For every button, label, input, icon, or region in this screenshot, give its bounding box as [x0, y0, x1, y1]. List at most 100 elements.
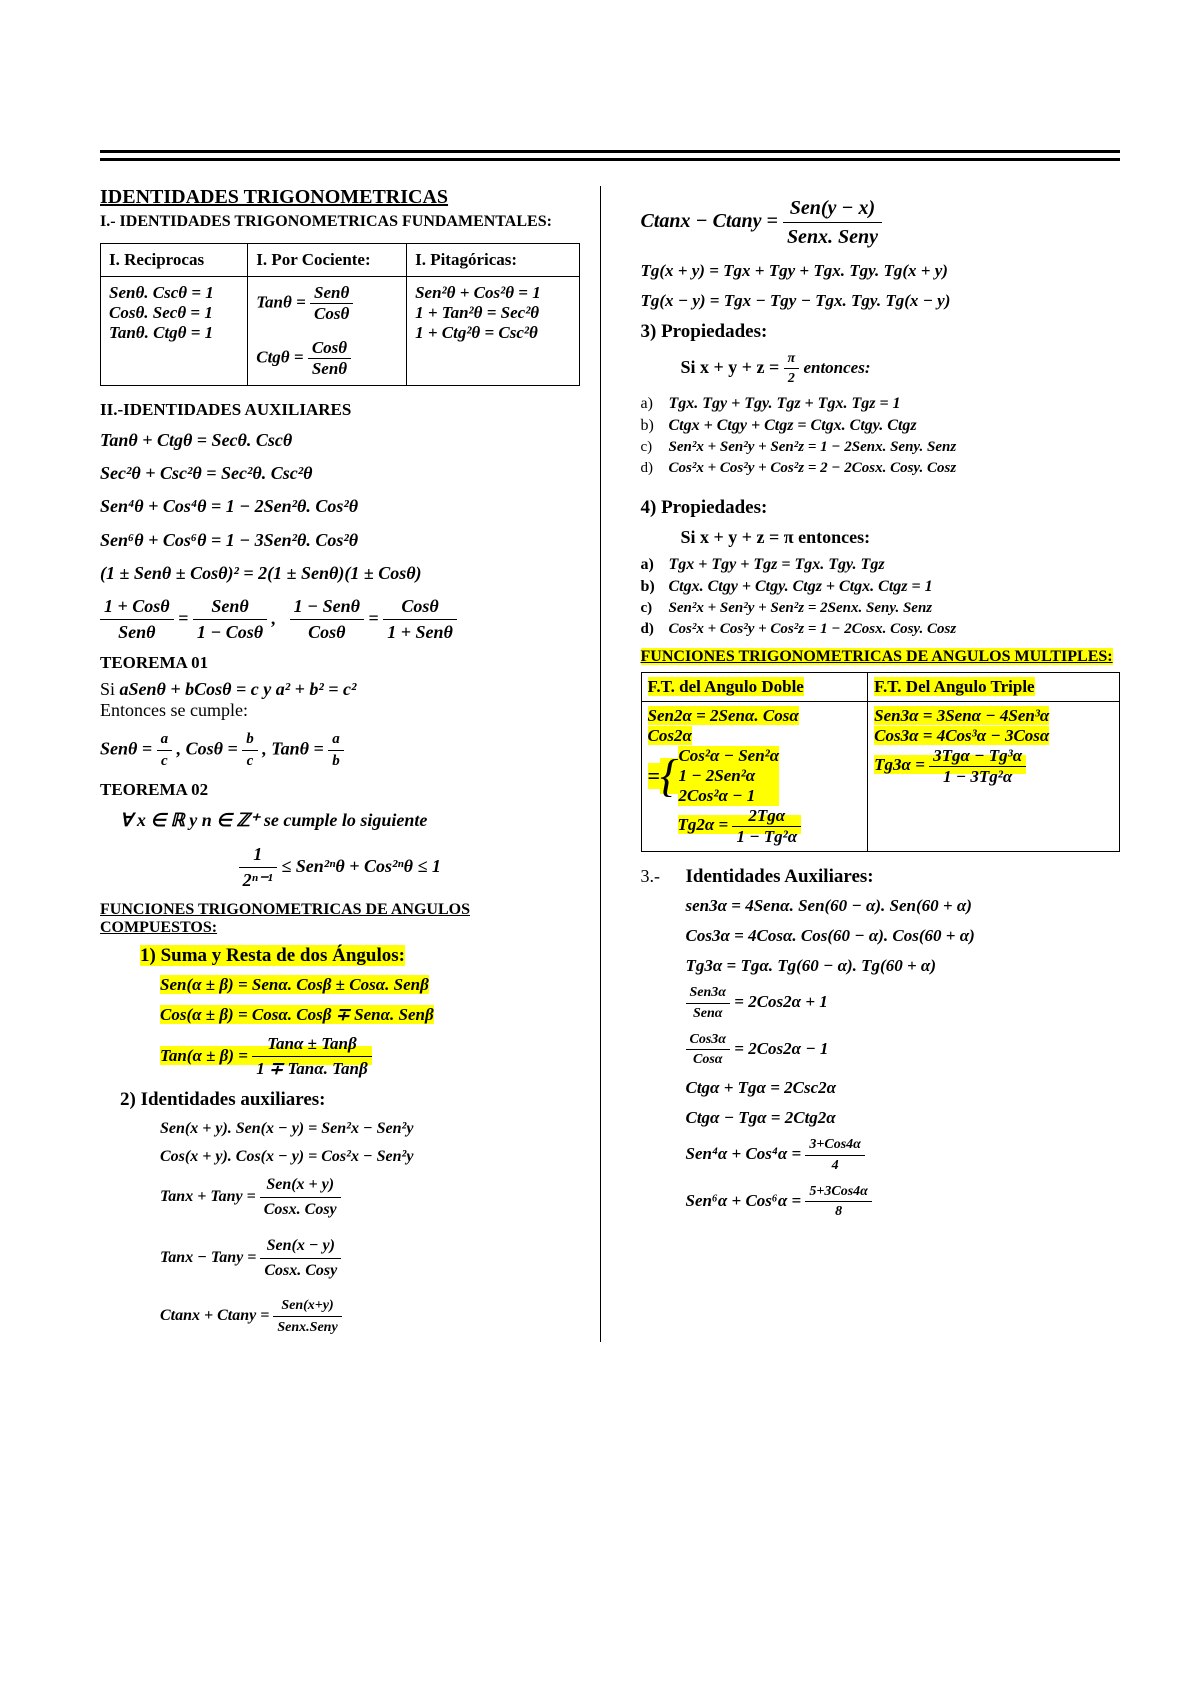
aux-eq-1: Tanθ + Ctgθ = Secθ. Cscθ — [100, 428, 580, 453]
ft-c1-tg-den: 1 − Tg²α — [732, 827, 801, 847]
aux6-f4n: Cosθ — [383, 594, 457, 620]
t02-n: 1 — [239, 842, 277, 868]
pit-2: 1 + Tan²θ = Sec²θ — [415, 303, 570, 323]
ft-c2-tg-num: 3Tgα − Tg³α — [929, 746, 1026, 767]
teorema01-head: TEOREMA 01 — [100, 653, 580, 673]
prop4-b: Ctgx. Ctgy + Ctgy. Ctgz + Ctgx. Ctgz = 1 — [669, 578, 1121, 596]
fundamental-identities-table: I. Reciprocas I. Por Cociente: I. Pitagó… — [100, 243, 580, 386]
cell-reciprocas: Senθ. Cscθ = 1 Cosθ. Secθ = 1 Tanθ. Ctgθ… — [101, 277, 248, 386]
item1-l1-text: Sen(α ± β) = Senα. Cosβ ± Cosα. Senβ — [160, 975, 429, 994]
ctg-den: Senθ — [308, 359, 351, 379]
t01-rbn: b — [242, 729, 258, 751]
item2-l4-den: Cosx. Cosy — [260, 1259, 341, 1283]
item2-l3-num: Sen(x + y) — [260, 1173, 341, 1198]
recip-1: Senθ. Cscθ = 1 — [109, 283, 239, 303]
ctg-num: Cosθ — [308, 338, 351, 359]
item2-l5: Ctanx + Ctany = Sen(x+y)Senx.Seny — [160, 1295, 580, 1338]
page: IDENTIDADES TRIGONOMETRICAS I.- IDENTIDA… — [0, 0, 1200, 1402]
ft-c2-l2: Cos3α = 4Cos³α − 3Cosα — [874, 726, 1049, 745]
item1-l1: Sen(α ± β) = Senα. Cosβ ± Cosα. Senβ — [160, 973, 580, 997]
sec3-l4: Sen3αSenα = 2Cos2α + 1 — [686, 983, 1121, 1023]
t01-rb: , Cosθ = — [177, 739, 238, 759]
item2-head: 2) Identidades auxiliares: — [120, 1089, 580, 1111]
prop3-num: π — [784, 349, 800, 370]
tan-lhs: Tanθ = — [256, 292, 306, 311]
t01-rcn: a — [328, 729, 344, 751]
prop3-c: Sen²x + Sen²y + Sen²z = 1 − 2Senx. Seny.… — [669, 439, 1121, 456]
prop4-condition: Si x + y + z = π entonces: — [681, 525, 1121, 550]
prop4-d: Cos²x + Cos²y + Cos²z = 1 − 2Cosx. Cosy.… — [669, 621, 1121, 638]
ft-h2-text: F.T. Del Angulo Triple — [874, 677, 1034, 696]
th-pitagoricas: I. Pitagóricas: — [407, 244, 579, 277]
compuestos-head: FUNCIONES TRIGONOMETRICAS DE ANGULOS COM… — [100, 901, 580, 937]
sec3-l6: Ctgα + Tgα = 2Csc2α — [686, 1076, 1121, 1100]
item1-l3-num: Tanα ± Tanβ — [252, 1032, 371, 1057]
ft-c1-case2: 1 − 2Sen²α — [678, 766, 779, 786]
ft-multiples-table: F.T. del Angulo Doble F.T. Del Angulo Tr… — [641, 672, 1121, 852]
section-i-subtitle: I.- IDENTIDADES TRIGONOMETRICAS FUNDAMEN… — [100, 213, 580, 231]
prop3-a: Tgx. Tgy + Tgy. Tgz + Tgx. Tgz = 1 — [669, 395, 1121, 413]
prop4-si: Si x + y + z = π entonces: — [681, 527, 871, 547]
sec3-l9: Sen⁶α + Cos⁶α = 5+3Cos4α8 — [686, 1182, 1121, 1222]
sec3-l7: Ctgα − Tgα = 2Ctg2α — [686, 1106, 1121, 1130]
tg-diff: Tg(x − y) = Tgx − Tgy − Tgx. Tgy. Tg(x −… — [641, 289, 1121, 313]
aux-eq-3: Sen⁴θ + Cos⁴θ = 1 − 2Sen²θ. Cos²θ — [100, 494, 580, 519]
ctanx-ctany: Ctanx − Ctany = Sen(y − x)Senx. Seny — [641, 194, 1121, 251]
sec3-l9-num: 5+3Cos4α — [805, 1182, 872, 1203]
aux-eq-6: 1 + CosθSenθ = Senθ1 − Cosθ , 1 − SenθCo… — [100, 594, 580, 645]
section-ii-head: II.-IDENTIDADES AUXILIARES — [100, 400, 580, 420]
t01-si: Si — [100, 679, 115, 699]
t01-ran: a — [157, 729, 173, 751]
prop3-den: 2 — [784, 369, 800, 389]
cociente-ctg: Ctgθ = CosθSenθ — [256, 338, 398, 379]
tan-den: Cosθ — [310, 304, 353, 324]
ft-h1: F.T. del Angulo Doble — [641, 672, 868, 701]
top-lhs: Ctanx − Ctany = — [641, 210, 778, 232]
recip-3: Tanθ. Ctgθ = 1 — [109, 323, 239, 343]
prop3-head: 3) Propiedades: — [641, 321, 1121, 343]
item2-l3-den: Cosx. Cosy — [260, 1198, 341, 1222]
sec3-l1: sen3α = 4Senα. Sen(60 − α). Sen(60 + α) — [686, 894, 1121, 918]
item1-l3-den: 1 ∓ Tanα. Tanβ — [252, 1057, 371, 1081]
sec3-l5-num: Cos3α — [686, 1030, 731, 1051]
sec3-l8-den: 4 — [805, 1156, 865, 1176]
sec3-l2: Cos3α = 4Cosα. Cos(60 − α). Cos(60 + α) — [686, 924, 1121, 948]
ft-h2: F.T. Del Angulo Triple — [868, 672, 1120, 701]
tg-sum: Tg(x + y) = Tgx + Tgy + Tgx. Tgy. Tg(x +… — [641, 259, 1121, 283]
pit-1: Sen²θ + Cos²θ = 1 — [415, 283, 570, 303]
sec3-row: 3.- Identidades Auxiliares: sen3α = 4Sen… — [641, 866, 1121, 1228]
main-title: IDENTIDADES TRIGONOMETRICAS — [100, 186, 580, 209]
prop4-head: 4) Propiedades: — [641, 497, 1121, 519]
ft-c2-l1: Sen3α = 3Senα − 4Sen³α — [874, 706, 1049, 725]
item1-l2-text: Cos(α ± β) = Cosα. Cosβ ∓ Senα. Senβ — [160, 1005, 434, 1024]
item2-l4-lhs: Tanx − Tany = — [160, 1249, 256, 1266]
item2-l4-num: Sen(x − y) — [260, 1234, 341, 1259]
item2-l3-lhs: Tanx + Tany = — [160, 1188, 256, 1205]
prop3-d: Cos²x + Cos²y + Cos²z = 2 − 2Cosx. Cosy.… — [669, 460, 1121, 477]
cell-cociente: Tanθ = SenθCosθ Ctgθ = CosθSenθ — [248, 277, 407, 386]
item2-l2: Cos(x + y). Cos(x − y) = Cos²x − Sen²y — [160, 1145, 580, 1169]
sec3-l5: Cos3αCosα = 2Cos2α − 1 — [686, 1030, 1121, 1070]
item1-head-text: 1) Suma y Resta de dos Ángulos: — [140, 945, 405, 966]
right-column: Ctanx − Ctany = Sen(y − x)Senx. Seny Tg(… — [631, 186, 1121, 1342]
sec3-l5-rhs: = 2Cos2α − 1 — [734, 1039, 828, 1058]
tan-num: Senθ — [310, 283, 353, 304]
ft-h1-text: F.T. del Angulo Doble — [648, 677, 804, 696]
t01-then: Entonces se cumple: — [100, 700, 580, 721]
pit-3: 1 + Ctg²θ = Csc²θ — [415, 323, 570, 343]
aux6-f4d: 1 + Senθ — [383, 620, 457, 645]
recip-2: Cosθ. Secθ = 1 — [109, 303, 239, 323]
sec3-l4-rhs: = 2Cos2α + 1 — [734, 992, 827, 1011]
sec3-l9-den: 8 — [805, 1202, 872, 1222]
cell-pitagoricas: Sen²θ + Cos²θ = 1 1 + Tan²θ = Sec²θ 1 + … — [407, 277, 579, 386]
prop3-condition: Si x + y + z = π2 entonces: — [681, 349, 1121, 389]
item2-l5-lhs: Ctanx + Ctany = — [160, 1307, 269, 1324]
teorema02-ineq: 12ⁿ⁻¹ ≤ Sen²ⁿθ + Cos²ⁿθ ≤ 1 — [100, 842, 580, 893]
teorema01-line1: Si aSenθ + bCosθ = c y a² + b² = c² — [100, 679, 580, 700]
prop3-ent: entonces: — [803, 358, 870, 377]
two-column-layout: IDENTIDADES TRIGONOMETRICAS I.- IDENTIDA… — [100, 186, 1120, 1342]
th-reciprocas: I. Reciprocas — [101, 244, 248, 277]
ft-c1-case3: 2Cos²α − 1 — [678, 786, 779, 806]
sec3-l8: Sen⁴α + Cos⁴α = 3+Cos4α4 — [686, 1135, 1121, 1175]
ft-c1-tg-lhs: Tg2α = — [678, 815, 729, 834]
